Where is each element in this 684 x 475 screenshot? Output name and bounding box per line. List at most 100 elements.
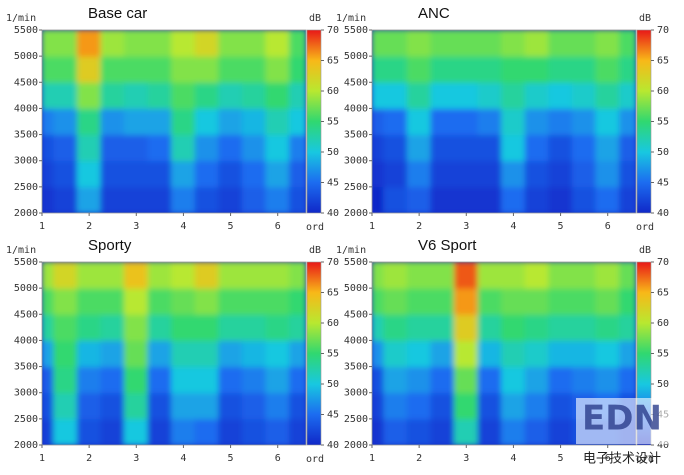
heatmap-cell xyxy=(454,366,479,394)
heatmap-cell xyxy=(430,366,455,394)
heatmap-cell xyxy=(53,160,78,188)
y-tick-label: 4500 xyxy=(14,309,38,320)
y-axis-label: 1/min xyxy=(336,13,366,24)
y-tick-label: 2500 xyxy=(344,182,368,193)
heatmap-cell xyxy=(548,339,573,368)
heatmap-cell xyxy=(100,366,125,394)
heatmap-cell xyxy=(383,418,408,445)
heatmap-cell xyxy=(53,107,78,136)
heatmap-cell xyxy=(430,160,455,188)
heatmap-cell xyxy=(76,262,102,289)
heatmap-cell xyxy=(406,418,432,445)
heatmap-cell xyxy=(53,134,78,162)
heatmap-cell xyxy=(524,186,550,213)
heatmap-cell xyxy=(524,55,550,83)
heatmap-cell xyxy=(171,134,196,162)
heatmap-cell xyxy=(147,262,173,289)
y-tick-label: 4500 xyxy=(344,77,368,88)
heatmap-cell xyxy=(100,392,125,420)
x-tick-label: 6 xyxy=(275,221,281,232)
heatmap-cell xyxy=(100,186,125,213)
heatmap-cell xyxy=(524,30,550,57)
heatmap-cell xyxy=(571,81,597,109)
heatmap-cell xyxy=(194,287,220,315)
colorbar-tick-label: 65 xyxy=(657,288,669,299)
heatmap-cell xyxy=(571,262,597,289)
colorbar-tick-label: 65 xyxy=(657,56,669,67)
heatmap-cell xyxy=(147,366,173,394)
heatmap-cell xyxy=(100,313,125,341)
watermark-logo: EDN xyxy=(582,399,662,439)
plot-frame xyxy=(41,261,307,446)
heatmap-cell xyxy=(218,262,243,289)
colorbar-tick-label: 45 xyxy=(327,178,339,189)
heatmap-cell xyxy=(124,81,149,109)
x-tick-label: 1 xyxy=(369,221,375,232)
chart-title: ANC xyxy=(418,5,450,22)
y-tick-label: 3000 xyxy=(14,156,38,167)
heatmap-cell xyxy=(477,186,503,213)
heatmap-cell xyxy=(171,418,196,445)
heatmap-cell xyxy=(218,134,243,162)
heatmap-cell xyxy=(372,366,385,394)
heatmap-cell xyxy=(548,81,573,109)
heatmap-cell xyxy=(372,30,385,57)
heatmap-cell xyxy=(430,186,455,213)
plot-frame xyxy=(371,29,637,214)
colorbar-tick-label: 45 xyxy=(327,410,339,421)
heatmap-cell xyxy=(53,339,78,368)
heatmap-cell xyxy=(454,160,479,188)
heatmap-cell xyxy=(501,134,526,162)
heatmap-cell xyxy=(595,30,620,57)
colorbar xyxy=(636,29,652,214)
heatmap-cell xyxy=(477,30,503,57)
y-tick-label: 3000 xyxy=(344,156,368,167)
colorbar-tick-label: 60 xyxy=(327,86,339,97)
colorbar-tick-label: 55 xyxy=(327,349,339,360)
heatmap-cell xyxy=(42,392,55,420)
heatmap-cell xyxy=(454,418,479,445)
heatmap-cell xyxy=(289,287,306,315)
heatmap-cell xyxy=(265,313,290,341)
heatmap-cell xyxy=(53,287,78,315)
heatmap-cell xyxy=(454,313,479,341)
heatmap-cell xyxy=(619,339,636,368)
heatmap-cell xyxy=(383,81,408,109)
y-tick-label: 3500 xyxy=(344,130,368,141)
colorbar-tick-label: 50 xyxy=(327,379,339,390)
x-tick-label: 2 xyxy=(86,221,92,232)
heatmap-cell xyxy=(194,366,220,394)
heatmap-cell xyxy=(406,30,432,57)
heatmap-cell xyxy=(42,160,55,188)
heatmap-cell xyxy=(430,262,455,289)
plot-frame xyxy=(41,29,307,214)
heatmap-cell xyxy=(100,339,125,368)
heatmap-cell xyxy=(383,262,408,289)
heatmap-cell xyxy=(454,55,479,83)
heatmap-cell xyxy=(218,55,243,83)
heatmap-cell xyxy=(76,160,102,188)
heatmap-cell xyxy=(42,81,55,109)
heatmap-cell xyxy=(524,262,550,289)
heatmap-cell xyxy=(124,134,149,162)
heatmap-cell xyxy=(218,339,243,368)
heatmap-cell xyxy=(524,366,550,394)
heatmap-cell xyxy=(619,55,636,83)
heatmap-cell xyxy=(76,107,102,136)
heatmap-cell xyxy=(171,287,196,315)
heatmap-cell xyxy=(194,418,220,445)
heatmap-cell xyxy=(218,160,243,188)
heatmap-cell xyxy=(524,160,550,188)
colorbar-tick-label: 70 xyxy=(327,257,339,268)
heatmap-cell xyxy=(241,30,267,57)
x-tick-label: 3 xyxy=(133,221,139,232)
heatmap-cell xyxy=(147,55,173,83)
heatmap-cell xyxy=(548,55,573,83)
y-tick-label: 2500 xyxy=(14,414,38,425)
heatmap-cell xyxy=(241,107,267,136)
colorbar-tick-label: 50 xyxy=(327,147,339,158)
heatmap-cell xyxy=(53,262,78,289)
heatmap-cell xyxy=(548,418,573,445)
heatmap-cell xyxy=(171,55,196,83)
heatmap-cell xyxy=(76,81,102,109)
